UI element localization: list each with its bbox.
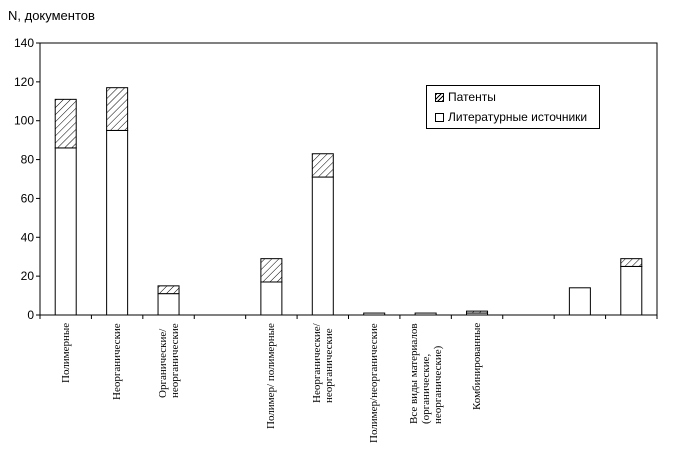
y-tick-label: 80 bbox=[21, 153, 35, 167]
x-category-label: Комбинированные bbox=[471, 322, 484, 410]
bar-literature bbox=[311, 176, 334, 316]
legend-swatch-literature bbox=[435, 112, 444, 122]
legend-swatch-patents bbox=[435, 92, 444, 102]
bar-patents bbox=[260, 258, 283, 283]
x-category-label: Все виды материалов (органические, неорг… bbox=[407, 323, 444, 424]
legend-label-literature: Литературные источники bbox=[448, 110, 588, 124]
bar-literature bbox=[568, 287, 591, 316]
legend-item-patents: Патенты bbox=[435, 89, 496, 105]
y-axis-title: N, документов bbox=[8, 8, 95, 23]
plot-area-frame bbox=[39, 42, 658, 316]
bar-literature bbox=[54, 147, 77, 316]
chart-legend: Патенты Литературные источники bbox=[426, 85, 600, 129]
bar-literature bbox=[414, 312, 437, 316]
bar-patents bbox=[106, 87, 129, 131]
y-tick-label: 0 bbox=[27, 308, 34, 322]
bar-patents bbox=[466, 310, 489, 314]
legend-item-literature: Литературные источники bbox=[435, 109, 587, 125]
y-tick-label: 60 bbox=[21, 191, 35, 205]
x-category-label: Полимерные bbox=[59, 322, 72, 383]
x-category-label: Полимер/неорганические bbox=[368, 323, 381, 443]
bar-literature bbox=[260, 281, 283, 316]
x-category-label: Неорганические/ неорганические bbox=[310, 323, 335, 403]
y-tick-label: 40 bbox=[21, 230, 35, 244]
bar-literature bbox=[620, 265, 643, 316]
bar-literature bbox=[363, 312, 386, 316]
bar-literature bbox=[157, 293, 180, 316]
bar-patents bbox=[620, 258, 643, 267]
y-tick-label: 140 bbox=[14, 36, 34, 50]
y-tick-label: 20 bbox=[21, 269, 35, 283]
legend-label-patents: Патенты bbox=[448, 90, 496, 104]
y-tick-label: 100 bbox=[14, 114, 34, 128]
x-category-label: Неорганические bbox=[111, 323, 124, 400]
y-tick-label: 120 bbox=[14, 75, 34, 89]
x-category-label: Органические/ неорганические bbox=[156, 323, 181, 398]
bar-literature bbox=[106, 129, 129, 316]
bar-patents bbox=[54, 98, 77, 149]
bar-patents bbox=[311, 153, 334, 178]
x-category-label: Полимер/ полимерные bbox=[265, 323, 278, 429]
bar-patents bbox=[157, 285, 180, 295]
